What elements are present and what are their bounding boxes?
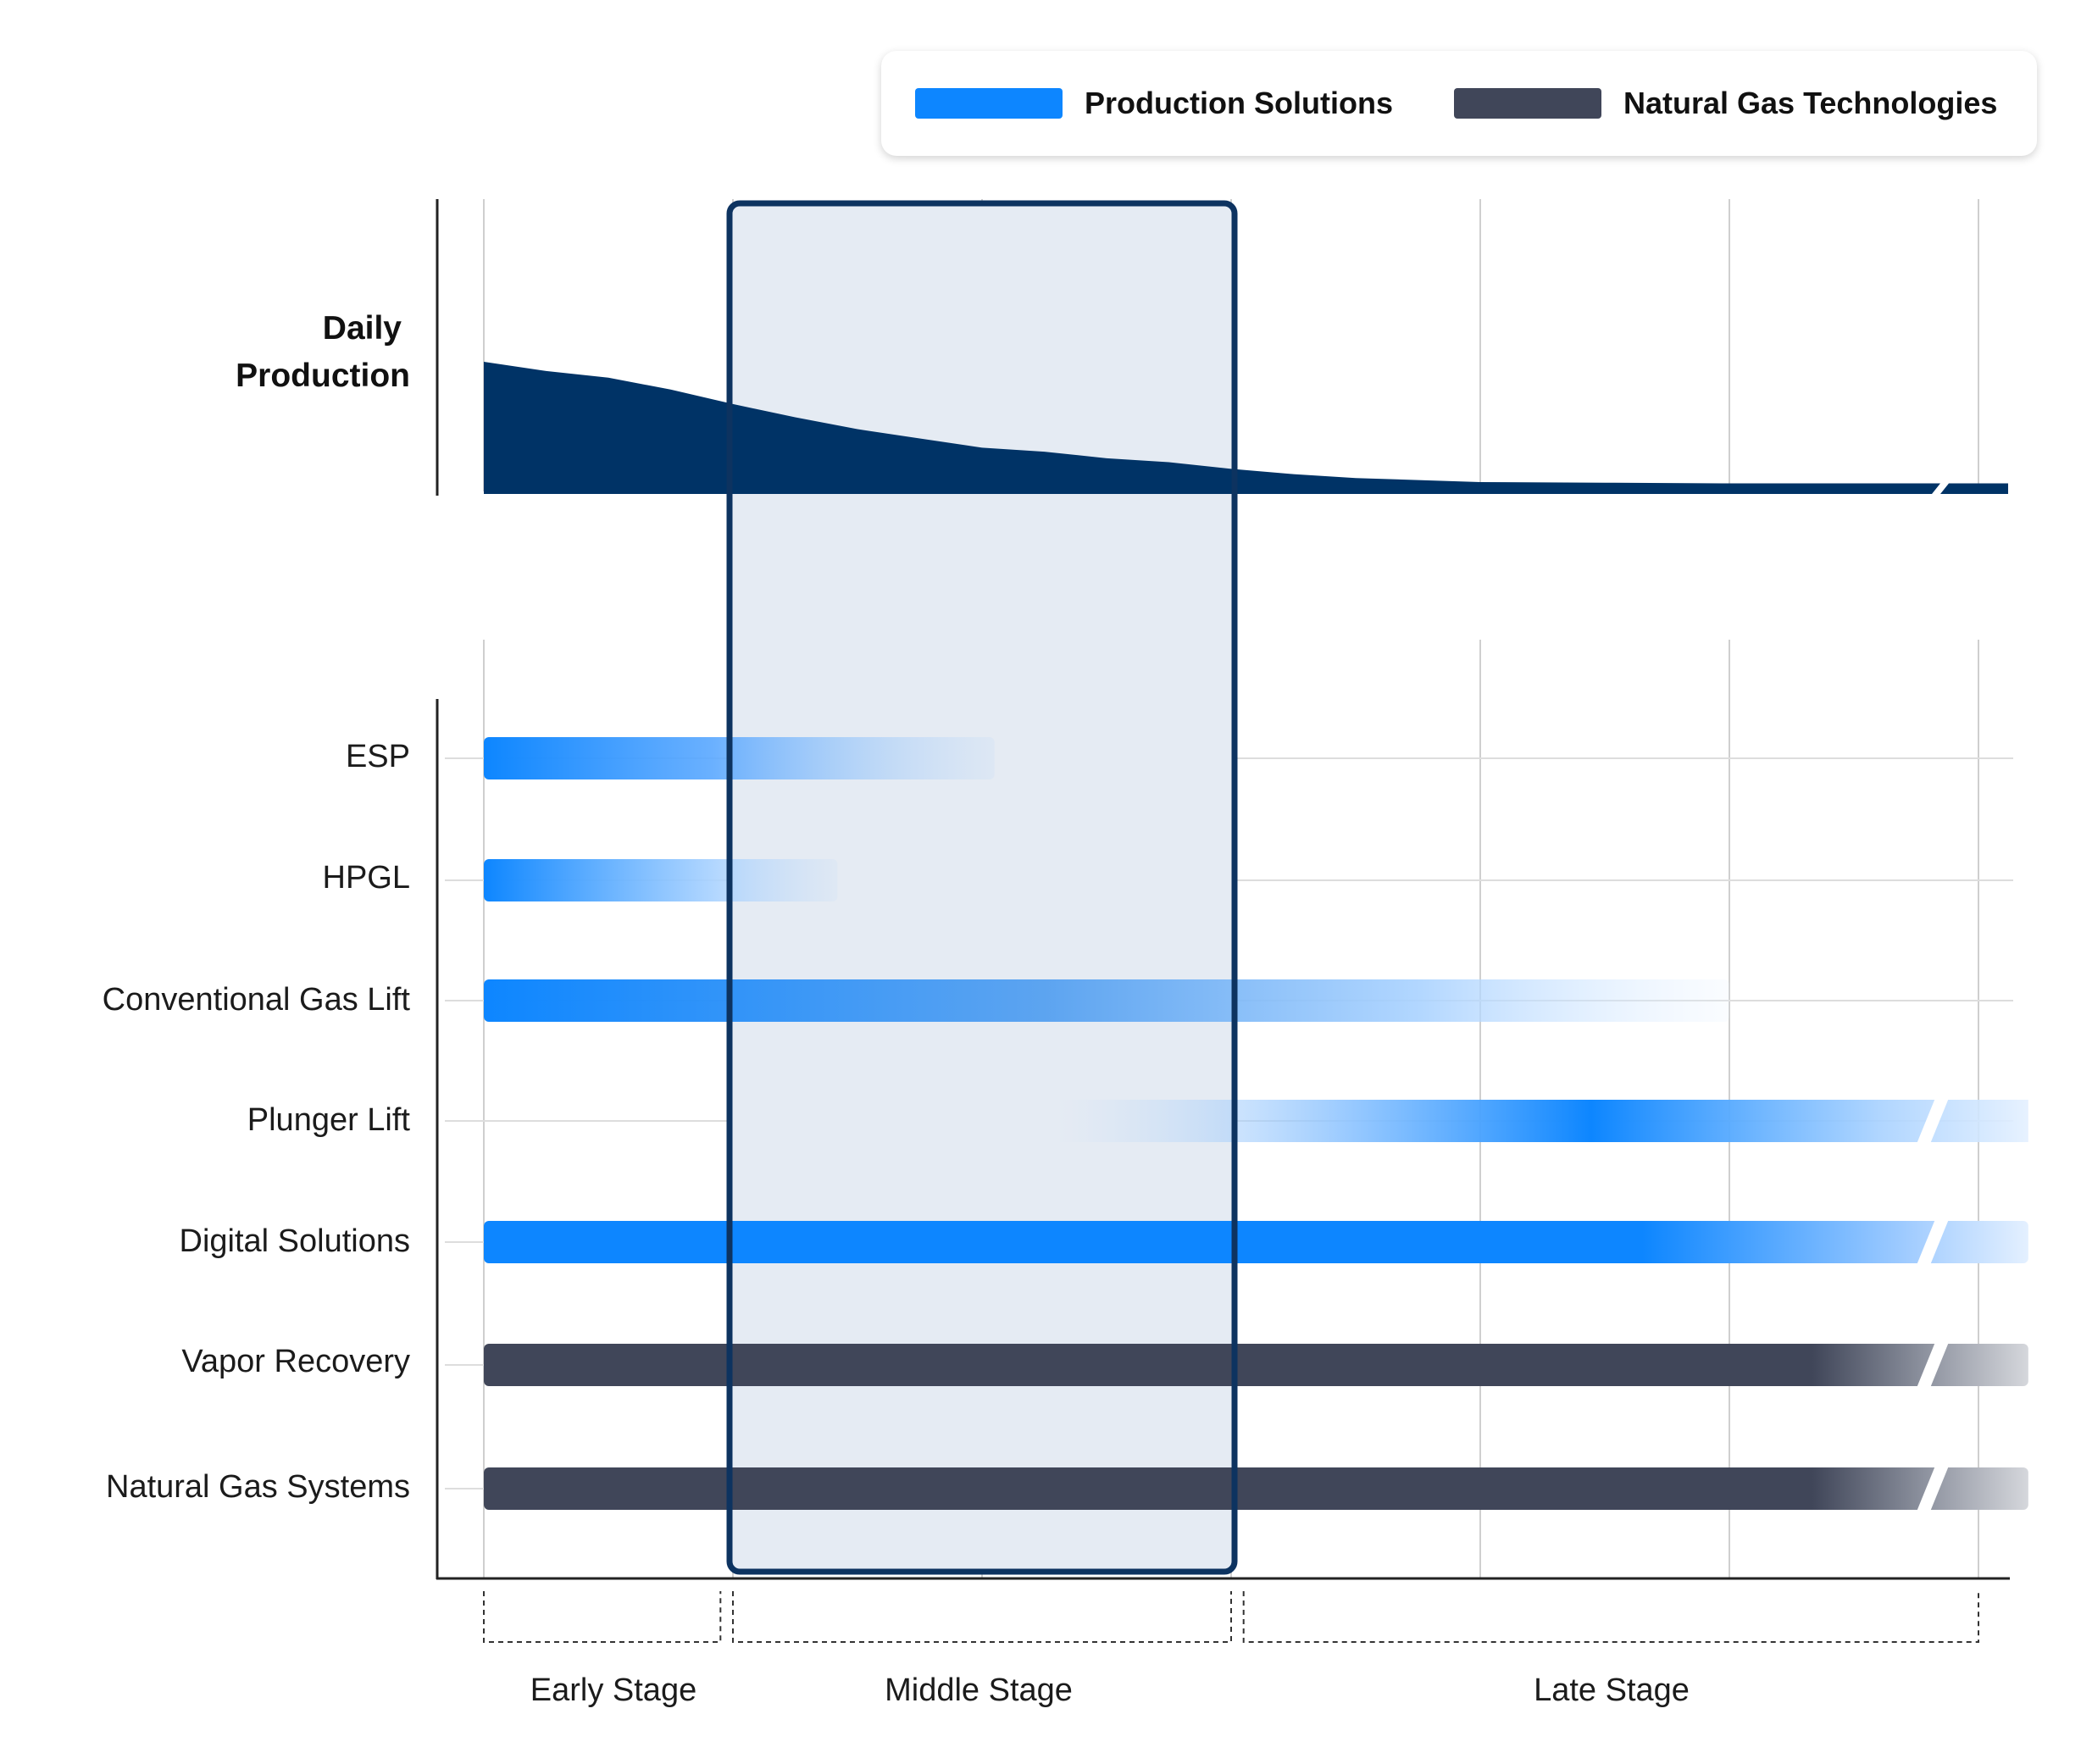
stage-bracket-0 (483, 1591, 722, 1643)
stage-bracket-1 (732, 1591, 1232, 1643)
bar-digital-solutions (484, 1221, 2028, 1263)
row-label-natural-gas-systems: Natural Gas Systems (106, 1469, 410, 1505)
legend-label: Production Solutions (1085, 86, 1393, 120)
legend-swatch (1453, 88, 1601, 119)
bar-break-mark (1917, 1098, 1949, 1144)
stage-label-late: Late Stage (1534, 1672, 1690, 1708)
row-label-digital-solutions: Digital Solutions (179, 1223, 410, 1259)
row-label-esp: ESP (345, 739, 410, 774)
bar-hpgl (484, 859, 838, 901)
bars-group (484, 737, 2028, 1512)
row-label-plunger-lift: Plunger Lift (247, 1102, 410, 1138)
middle-stage-highlight-border (726, 200, 1238, 1575)
highlight-border-rect (726, 200, 1238, 1575)
daily-production-label-line2: Production (236, 358, 410, 394)
legend-label: Natural Gas Technologies (1623, 86, 1998, 120)
stage-label-middle: Middle Stage (885, 1672, 1073, 1708)
bar-vapor-recovery (484, 1344, 2028, 1386)
legend: Production Solutions Natural Gas Technol… (881, 51, 2037, 156)
legend-item-natural-gas-technologies: Natural Gas Technologies (1453, 86, 1998, 121)
row-label-vapor-recovery: Vapor Recovery (181, 1344, 410, 1379)
production-area-path (484, 362, 2008, 494)
stage-brackets (483, 1591, 1979, 1643)
bar-esp (484, 737, 995, 779)
axes (436, 199, 2010, 1580)
bar-break-mark (1917, 1219, 1949, 1265)
legend-item-production-solutions: Production Solutions (915, 86, 1393, 121)
bar-break-mark (1917, 1466, 1949, 1512)
legend-swatch (915, 88, 1063, 119)
bar-conventional-gas-lift (484, 979, 1729, 1022)
row-label-conventional-gas-lift: Conventional Gas Lift (102, 982, 410, 1018)
bar-break-mark (1917, 1342, 1949, 1388)
bar-plunger-lift (1057, 1100, 2028, 1142)
axis-break-mark (1932, 481, 1951, 494)
bar-natural-gas-systems (484, 1467, 2028, 1510)
row-label-hpgl: HPGL (322, 860, 410, 896)
daily-production-label-line1: Daily (322, 310, 402, 347)
stage-label-early: Early Stage (530, 1672, 697, 1708)
daily-production-label: Daily Production (236, 305, 410, 400)
daily-production-area (484, 362, 2008, 494)
stage-bracket-2 (1242, 1591, 1979, 1643)
